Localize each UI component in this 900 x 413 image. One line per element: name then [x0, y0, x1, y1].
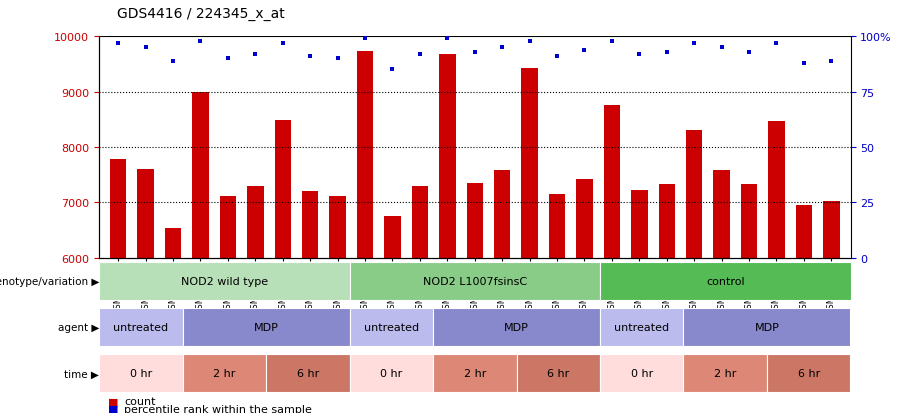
Bar: [110, 160, 126, 258]
Bar: [521, 69, 538, 258]
Text: NOD2 L1007fsinsC: NOD2 L1007fsinsC: [423, 276, 526, 286]
Bar: [600, 262, 850, 300]
Text: GDS4416 / 224345_x_at: GDS4416 / 224345_x_at: [117, 7, 284, 21]
Text: untreated: untreated: [364, 322, 418, 332]
Bar: [266, 354, 349, 392]
Bar: [659, 184, 675, 258]
Bar: [433, 309, 600, 346]
Bar: [411, 187, 428, 258]
Text: MDP: MDP: [754, 322, 779, 332]
Bar: [329, 197, 346, 258]
Bar: [349, 354, 433, 392]
Bar: [183, 354, 266, 392]
Bar: [767, 354, 850, 392]
Text: MDP: MDP: [254, 322, 278, 332]
Text: percentile rank within the sample: percentile rank within the sample: [124, 404, 312, 413]
Bar: [600, 309, 683, 346]
Bar: [600, 354, 683, 392]
Text: 2 hr: 2 hr: [464, 368, 486, 378]
Text: 6 hr: 6 hr: [297, 368, 319, 378]
Bar: [549, 195, 565, 258]
Text: 2 hr: 2 hr: [714, 368, 736, 378]
Bar: [349, 309, 433, 346]
Text: count: count: [124, 396, 156, 406]
Bar: [714, 170, 730, 258]
Bar: [183, 309, 349, 346]
Text: 6 hr: 6 hr: [547, 368, 570, 378]
Text: untreated: untreated: [614, 322, 670, 332]
Bar: [384, 216, 400, 258]
Text: genotype/variation ▶: genotype/variation ▶: [0, 276, 99, 286]
Bar: [439, 55, 455, 258]
Text: NOD2 wild type: NOD2 wild type: [181, 276, 268, 286]
Text: ■: ■: [108, 404, 119, 413]
Bar: [631, 191, 647, 258]
Bar: [138, 169, 154, 258]
Bar: [796, 205, 812, 258]
Bar: [220, 197, 236, 258]
Bar: [433, 354, 517, 392]
Text: MDP: MDP: [504, 322, 529, 332]
Bar: [165, 229, 181, 258]
Text: ■: ■: [108, 396, 119, 406]
Bar: [302, 191, 319, 258]
Bar: [686, 131, 702, 258]
Bar: [356, 52, 374, 258]
Bar: [683, 354, 767, 392]
Bar: [824, 202, 840, 258]
Text: agent ▶: agent ▶: [58, 322, 99, 332]
Bar: [466, 183, 483, 258]
Text: 6 hr: 6 hr: [797, 368, 820, 378]
Bar: [349, 262, 600, 300]
Text: control: control: [706, 276, 744, 286]
Bar: [769, 122, 785, 258]
Text: time ▶: time ▶: [64, 368, 99, 378]
Text: 0 hr: 0 hr: [380, 368, 402, 378]
Text: untreated: untreated: [113, 322, 168, 332]
Bar: [741, 184, 757, 258]
Bar: [576, 180, 593, 258]
Bar: [494, 170, 510, 258]
Bar: [517, 354, 600, 392]
Text: 0 hr: 0 hr: [130, 368, 152, 378]
Text: 0 hr: 0 hr: [631, 368, 652, 378]
Bar: [193, 93, 209, 258]
Bar: [248, 186, 264, 258]
Bar: [683, 309, 850, 346]
Bar: [99, 309, 183, 346]
Text: 2 hr: 2 hr: [213, 368, 236, 378]
Bar: [99, 262, 349, 300]
Bar: [99, 354, 183, 392]
Bar: [274, 121, 291, 258]
Bar: [604, 106, 620, 258]
